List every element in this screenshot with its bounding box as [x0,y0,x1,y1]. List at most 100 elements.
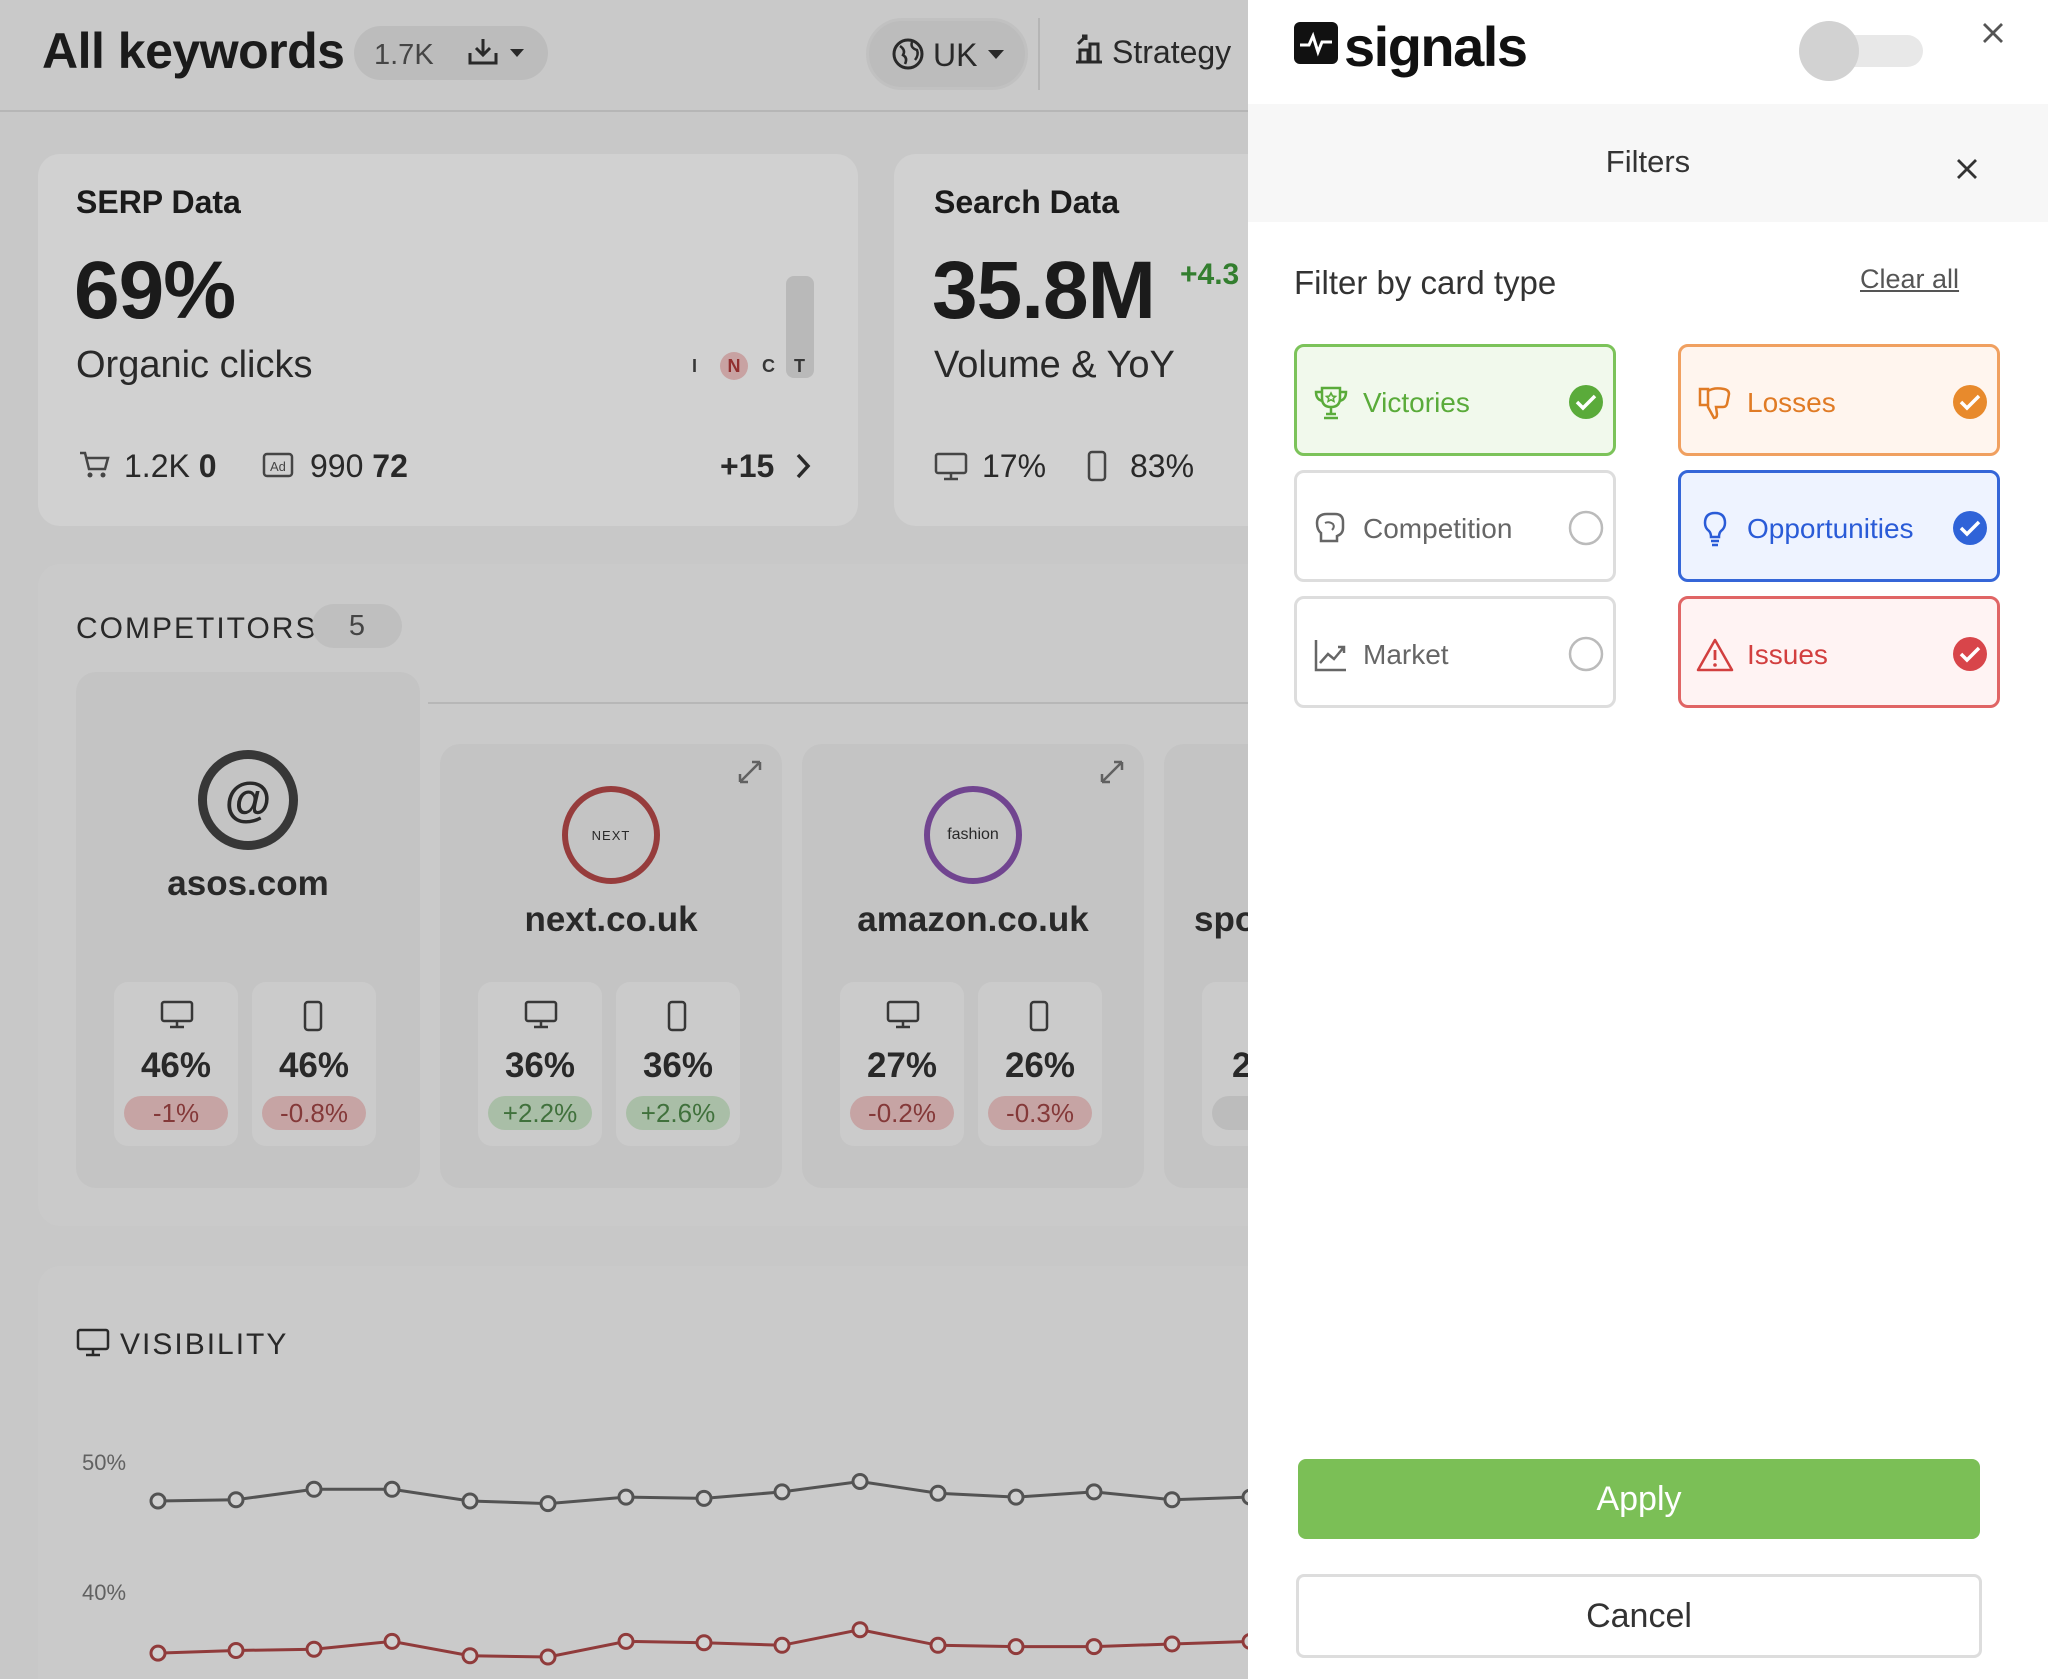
unchecked-icon [1567,635,1605,673]
competitor-card[interactable]: NEXT next.co.uk 36% +2.2% 36% +2.6% [440,744,782,1188]
mobile-metric: 26% -0.3% [978,982,1102,1146]
boxing-glove-icon [1311,509,1351,549]
desktop-icon [886,1000,920,1030]
strategy-icon[interactable] [1072,30,1106,66]
mobile-visibility: 26% [1004,1046,1076,1085]
visibility-section: VISIBILITY 50% 40% [38,1266,1248,1679]
apply-button[interactable]: Apply [1298,1459,1980,1539]
filter-tile-market[interactable]: Market [1294,596,1616,708]
shopping-cart-icon [78,450,110,480]
download-icon[interactable] [466,35,530,71]
competitor-logo: fashion [924,786,1022,884]
clear-all-link[interactable]: Clear all [1860,264,1960,294]
data-point [617,1488,635,1506]
competitor-name: amazon.co.uk [857,900,1089,939]
mobile-visibility: 46% [278,1046,350,1085]
close-filters-icon[interactable] [1954,156,1980,182]
data-point [227,1642,245,1659]
data-point [227,1491,245,1509]
delta-badge: -1% [124,1096,228,1130]
data-point [1085,1483,1103,1501]
ads-value: 990 72 [310,448,408,484]
data-point [305,1480,323,1498]
filter-tile-opportunities[interactable]: Opportunities [1678,470,2000,582]
trophy-icon [1311,383,1351,423]
delta-badge: +2.2% [488,1096,592,1130]
serp-data-card[interactable]: SERP Data 69% Organic clicks I N C T 1.2… [38,154,858,526]
warning-icon [1695,635,1735,675]
desktop-visibility: 2 [1232,1046,1248,1085]
desktop-visibility: 36% [504,1046,576,1085]
desktop-metric: 36% +2.2% [478,982,602,1146]
filters-title: Filters [1605,144,1691,179]
card-title: SERP Data [76,184,241,220]
data-point [773,1636,791,1654]
organic-clicks-value: 69% [74,245,236,336]
data-point [1163,1491,1181,1509]
mobile-icon [302,1000,324,1032]
mobile-icon [666,1000,688,1032]
chevron-right-icon[interactable] [794,452,812,480]
tile-label: Competition [1363,513,1513,544]
filter-tile-issues[interactable]: Issues [1678,596,2000,708]
filter-tile-losses[interactable]: Losses [1678,344,2000,456]
data-point [383,1632,401,1650]
mobile-icon [1086,450,1108,482]
data-point [929,1484,947,1502]
competitors-label: COMPETITORS [76,612,318,645]
strategy-label[interactable]: Strategy [1112,34,1232,70]
data-point [1241,1633,1248,1650]
competitor-name: asos.com [167,864,329,903]
unchecked-icon [1567,509,1605,547]
yoy-change: +4.3 [1180,258,1240,291]
data-point [1085,1638,1103,1656]
delta-badge: -0.3% [988,1096,1092,1130]
competitor-card[interactable]: fashion amazon.co.uk 27% -0.2% 26% -0.3% [802,744,1144,1188]
signals-logo-icon [1294,20,1340,66]
delta-badge [1212,1096,1248,1130]
organic-clicks-label: Organic clicks [76,344,313,386]
y-tick-label: 50% [82,1450,127,1475]
filters-header: Filters [1248,104,2048,222]
divider [1038,18,1040,90]
filter-tile-competition[interactable]: Competition [1294,470,1616,582]
desktop-visibility: 27% [866,1046,938,1085]
filter-by-label: Filter by card type [1294,264,1557,301]
country-label: UK [933,37,978,73]
filter-tile-victories[interactable]: Victories [1294,344,1616,456]
expand-icon[interactable] [1098,758,1126,786]
data-point [695,1634,713,1652]
country-selector[interactable]: UK [866,18,1028,90]
checked-icon [1951,509,1989,547]
search-volume-value: 35.8M [932,245,1156,336]
data-point [929,1636,947,1654]
data-point [851,1621,869,1639]
search-data-card[interactable]: Search Data 35.8M +4.3 Volume & YoY 17% … [894,154,1248,526]
intent-bar [786,276,814,378]
competitor-card[interactable]: spo 2 [1164,744,1248,1188]
tile-label: Market [1363,639,1449,670]
data-point [1007,1488,1025,1506]
data-point [851,1473,869,1490]
data-point [305,1640,323,1658]
card-title: Search Data [934,184,1119,220]
data-point [1163,1635,1181,1653]
close-panel-icon[interactable] [1980,20,2006,46]
data-point [1007,1638,1025,1656]
data-point [149,1492,167,1510]
cancel-button[interactable]: Cancel [1296,1574,1982,1658]
volume-label: Volume & YoY [934,344,1175,386]
signals-toggle[interactable] [1799,21,1923,81]
desktop-metric: 46% -1% [114,982,238,1146]
data-point [461,1492,479,1510]
checked-icon [1951,635,1989,673]
delta-badge: +2.6% [626,1096,730,1130]
tile-label: Victories [1363,387,1470,418]
toggle-knob [1799,21,1859,81]
y-tick-label: 40% [82,1580,127,1605]
more-features[interactable]: +15 [720,448,775,484]
competitor-card[interactable]: @ asos.com 46% -1% 46% -0.8% [76,672,420,1188]
keyword-count-pill[interactable]: 1.7K [354,26,548,80]
expand-icon[interactable] [736,758,764,786]
data-point [773,1483,791,1501]
